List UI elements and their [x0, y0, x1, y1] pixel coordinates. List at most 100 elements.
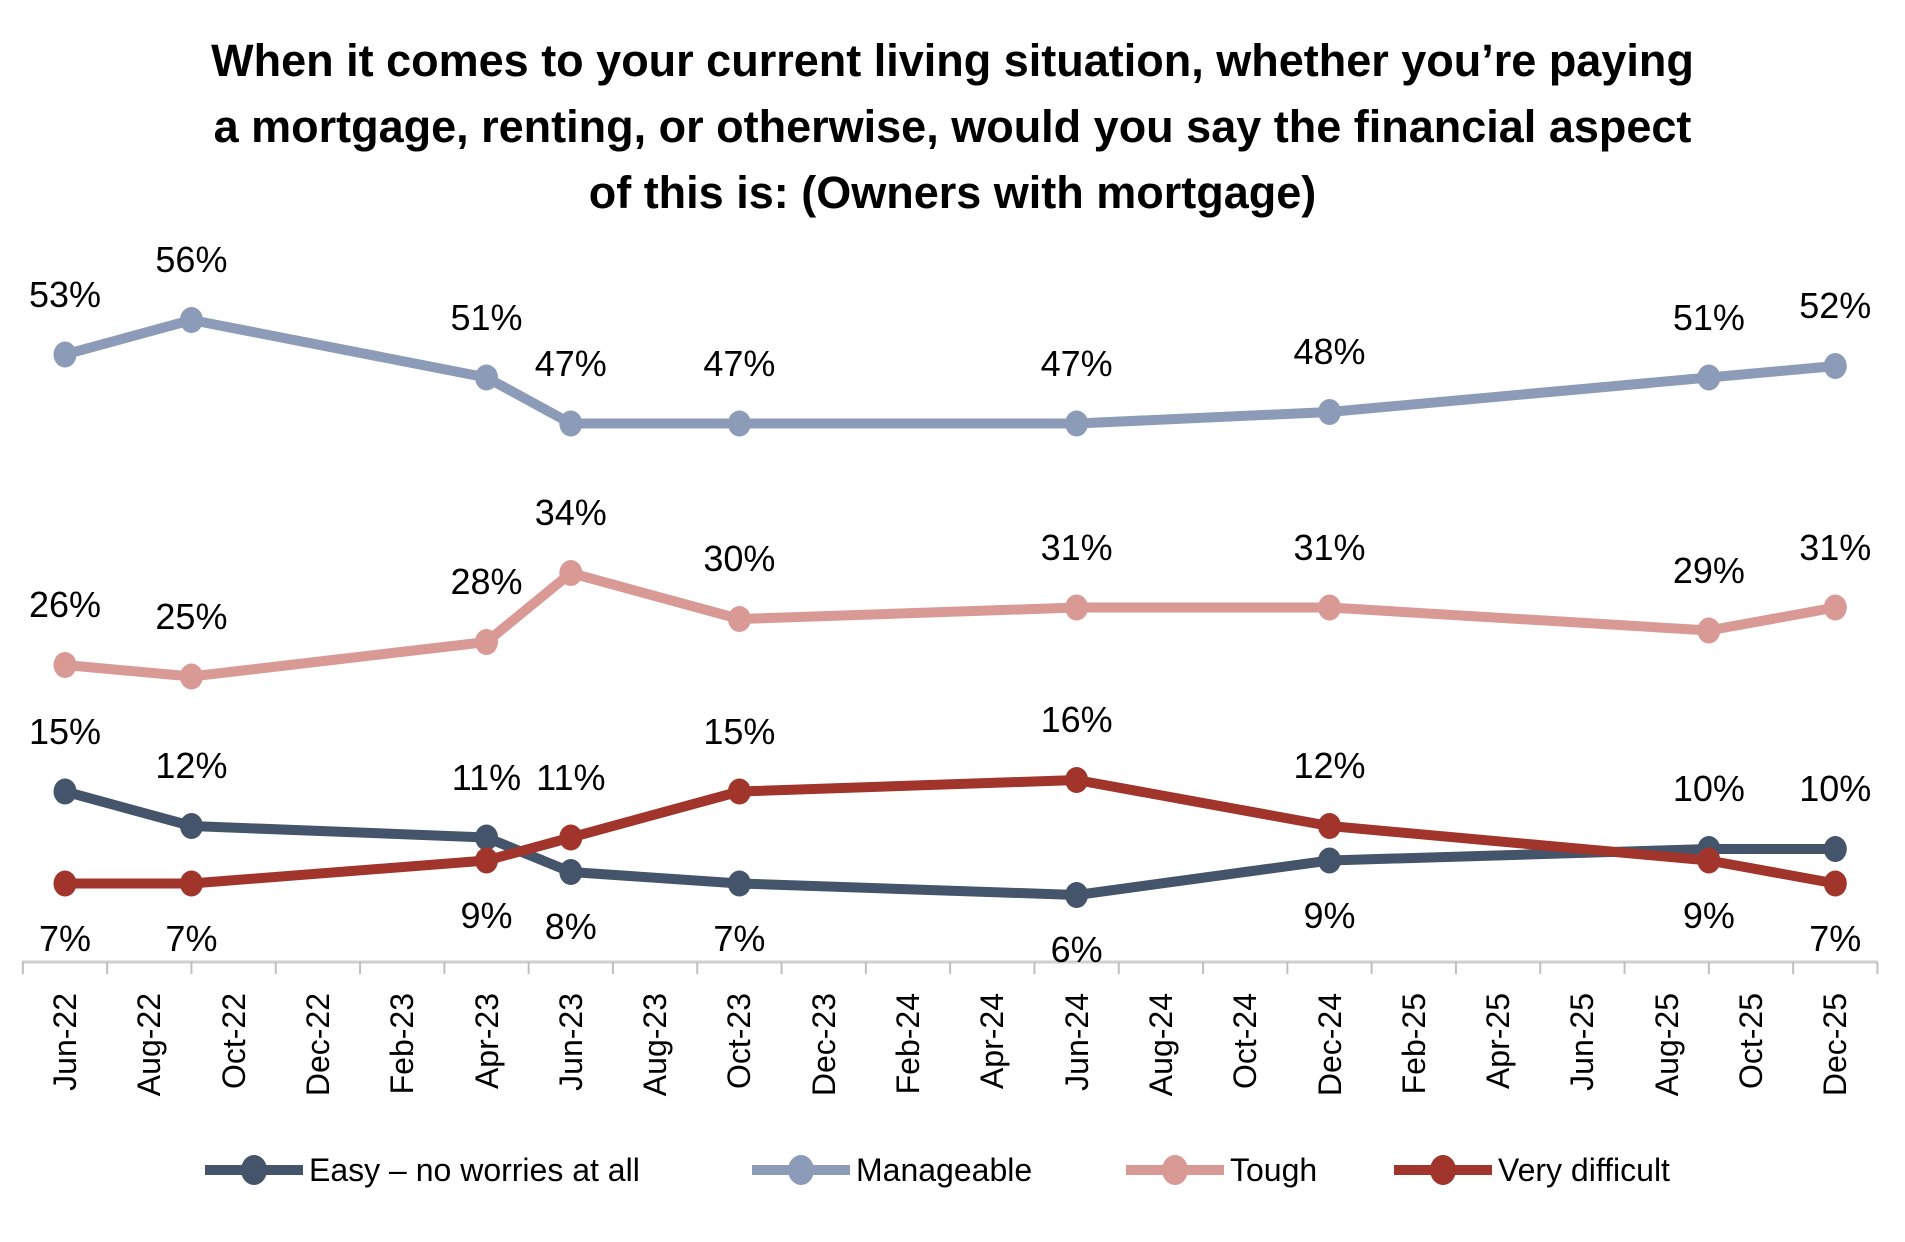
data-label-series0-pt5: 6% [1050, 929, 1103, 970]
x-tick-label-Aug-22: Aug-22 [131, 993, 168, 1097]
data-label-series1-pt2: 51% [450, 296, 523, 338]
x-tick-label-Jun-25: Jun-25 [1564, 993, 1601, 1091]
legend-swatch-3 [1394, 1155, 1492, 1185]
data-label-series1-pt1: 56% [155, 239, 228, 280]
x-tick-label-Aug-23: Aug-23 [637, 993, 674, 1097]
series-point-1 [179, 307, 203, 333]
data-label-series2-pt3: 34% [534, 492, 607, 533]
series-point-3 [475, 847, 498, 874]
data-label-series1-pt6: 48% [1293, 331, 1366, 372]
data-label-series3-pt7: 9% [1682, 894, 1735, 936]
x-tick-label-Dec-25: Dec-25 [1817, 993, 1854, 1097]
series-point-0 [1318, 847, 1341, 874]
x-tick-label-Feb-25: Feb-25 [1395, 993, 1432, 1095]
legend-label-0: Easy – no worries at all [309, 1151, 640, 1188]
series-point-0 [53, 778, 77, 805]
x-tick-label-Jun-23: Jun-23 [552, 993, 589, 1091]
legend-item-3: Very difficult [1394, 1148, 1670, 1192]
data-label-series2-pt7: 29% [1672, 549, 1745, 591]
series-point-3 [1318, 813, 1341, 839]
series-line-1 [60, 315, 1841, 429]
data-label-series0-pt7: 10% [1672, 768, 1745, 809]
series-point-2 [475, 629, 498, 655]
data-label-series3-pt6: 12% [1293, 745, 1366, 786]
series-point-2 [53, 652, 77, 678]
data-label-series0-pt2: 11% [451, 756, 522, 798]
x-tick-label-Apr-23: Apr-23 [468, 993, 505, 1090]
data-label-series3-pt8: 7% [1809, 917, 1862, 959]
data-label-series3-pt2: 9% [460, 894, 513, 936]
data-label-series0-pt8: 10% [1799, 768, 1872, 809]
data-label-series3-pt4: 15% [703, 710, 776, 752]
series-point-0 [475, 824, 498, 851]
x-tick-label-Oct-24: Oct-24 [1227, 993, 1264, 1090]
series-point-3 [727, 778, 751, 805]
data-label-series1-pt5: 47% [1040, 342, 1113, 384]
x-tick-label-Apr-24: Apr-24 [974, 993, 1011, 1090]
x-tick-label-Feb-24: Feb-24 [890, 993, 926, 1095]
x-tick-label-Jun-22: Jun-22 [47, 993, 83, 1091]
data-label-series0-pt1: 12% [155, 745, 228, 786]
chart-title-line1: When it comes to your current living sit… [211, 35, 1694, 86]
legend-item-1: Manageable [752, 1148, 1032, 1192]
series-point-2 [559, 560, 583, 586]
series-point-3 [1065, 767, 1089, 793]
legend-label-1: Manageable [856, 1151, 1033, 1188]
data-label-series2-pt8: 31% [1799, 526, 1872, 568]
data-label-series3-pt5: 16% [1040, 699, 1113, 740]
legend-item-0: Easy – no worries at all [205, 1148, 640, 1192]
series-point-0 [559, 859, 583, 885]
data-label-series1-pt7: 51% [1672, 296, 1745, 338]
series-point-1 [475, 364, 498, 391]
data-label-series3-pt3: 11% [536, 756, 606, 798]
data-label-series3-pt1: 7% [165, 917, 218, 959]
data-label-series2-pt0: 26% [28, 584, 102, 625]
legend-label-2: Tough [1230, 1151, 1318, 1188]
series-point-0 [727, 870, 751, 897]
series-point-3 [179, 870, 203, 897]
legend-swatch-0 [205, 1155, 303, 1185]
data-label-series0-pt4: 7% [713, 917, 766, 959]
x-tick-label-Apr-25: Apr-25 [1480, 993, 1517, 1090]
data-label-series1-pt4: 47% [703, 342, 776, 384]
series-point-1 [559, 410, 583, 437]
data-label-series2-pt5: 31% [1040, 526, 1113, 568]
x-tick-label-Feb-23: Feb-23 [384, 993, 421, 1095]
data-label-series2-pt6: 31% [1293, 526, 1366, 568]
data-label-series1-pt0: 53% [28, 273, 102, 315]
series-point-2 [1823, 594, 1847, 621]
x-tick-label-Aug-25: Aug-25 [1648, 993, 1685, 1097]
x-tick-label-Dec-24: Dec-24 [1311, 993, 1348, 1097]
data-label-series2-pt4: 30% [703, 538, 776, 579]
series-point-1 [1697, 364, 1721, 391]
data-label-series0-pt0: 15% [28, 710, 102, 752]
data-label-series2-pt1: 25% [155, 595, 228, 637]
series-point-2 [1065, 594, 1089, 621]
series-point-2 [1697, 617, 1721, 644]
series-point-0 [179, 813, 203, 839]
chart-title-line2: a mortgage, renting, or otherwise, would… [213, 101, 1692, 152]
x-tick-label-Oct-22: Oct-22 [215, 993, 252, 1090]
data-label-series2-pt2: 28% [450, 561, 523, 602]
series-line-2 [60, 568, 1841, 682]
data-label-series3-pt0: 7% [38, 917, 92, 959]
data-label-series0-pt6: 9% [1303, 894, 1356, 936]
series-point-1 [53, 341, 77, 368]
series-point-1 [727, 410, 751, 437]
series-point-1 [1065, 410, 1089, 437]
series-point-0 [1065, 882, 1089, 908]
series-point-3 [1697, 847, 1721, 874]
data-label-series0-pt3: 8% [544, 906, 597, 947]
series-point-0 [1823, 836, 1847, 862]
series-point-1 [1318, 399, 1341, 425]
x-tick-label-Oct-23: Oct-23 [721, 993, 758, 1090]
legend-item-2: Tough [1126, 1148, 1317, 1192]
series-point-3 [1823, 870, 1847, 897]
legend-swatch-1 [752, 1155, 850, 1185]
chart-title-line3: of this is: (Owners with mortgage) [588, 167, 1317, 218]
series-point-2 [179, 663, 203, 690]
series-point-3 [559, 824, 583, 851]
x-tick-label-Aug-24: Aug-24 [1142, 993, 1179, 1097]
series-point-2 [727, 606, 751, 632]
x-tick-label-Dec-23: Dec-23 [805, 993, 842, 1097]
